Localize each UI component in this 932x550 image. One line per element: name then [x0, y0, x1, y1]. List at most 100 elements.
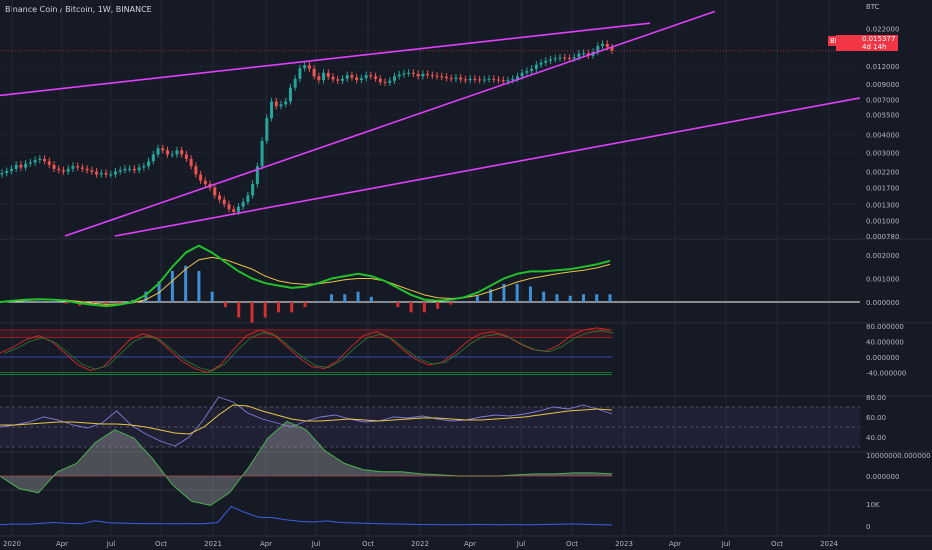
macd-histogram-bar [396, 302, 400, 308]
candle-body [52, 164, 56, 169]
candle-body [492, 78, 496, 80]
candle-body [33, 160, 37, 163]
macd-axis-label: 0.000000 [866, 299, 899, 307]
trendline [64, 10, 716, 237]
candle-body [76, 166, 80, 168]
time-axis-label: 2024 [820, 540, 838, 548]
candle-body [473, 78, 477, 80]
time-axis-label: 2020 [3, 540, 21, 548]
candle-body [71, 166, 75, 169]
candle-body [601, 43, 605, 47]
macd-histogram-bar [38, 300, 42, 302]
candle-body [567, 57, 571, 59]
momentum-axis-label: 10000000.000000 [866, 452, 931, 460]
candle-body [388, 80, 392, 83]
chart-title: Binance Coin / Bitcoin, 1W, BINANCE [5, 5, 152, 14]
macd-histogram-bar [170, 270, 174, 302]
candle-body [421, 73, 425, 77]
osc-axis-label: 40.000000 [866, 339, 904, 347]
osc-axis-label: 0.000000 [866, 354, 899, 362]
time-axis-label: Oct [155, 540, 167, 548]
macd-histogram-bar [197, 270, 201, 302]
macd-histogram-bar [608, 294, 612, 302]
candle-body [166, 150, 170, 155]
candle-body [530, 68, 534, 72]
time-axis-label: Apr [56, 540, 68, 548]
price-axis-label: 0.022000 [866, 26, 899, 34]
macd-histogram-bar [449, 302, 453, 305]
macd-histogram-bar [343, 294, 347, 302]
macd-line [0, 244, 611, 308]
candle-body [123, 168, 127, 171]
candle-body [47, 161, 51, 165]
bottom-indicator-line [0, 505, 613, 526]
candle-body [497, 79, 501, 81]
candle-body [0, 173, 4, 175]
candle-body [468, 78, 472, 81]
macd-histogram-bar [117, 302, 121, 305]
trendlines [0, 10, 861, 237]
macd-histogram-bar [409, 302, 413, 313]
candle-body [482, 79, 486, 81]
candle-body [9, 168, 13, 172]
candle-body [218, 195, 222, 200]
candle-body [232, 209, 236, 212]
candle-body [184, 154, 188, 159]
macd-histogram-bar [475, 295, 479, 302]
candle-body [265, 118, 269, 142]
candle-body [322, 72, 326, 81]
macd-histogram-bar [237, 302, 241, 318]
candle-body [260, 141, 264, 167]
grid [0, 0, 860, 535]
candle-body [251, 184, 255, 196]
rsi-ma-line [0, 404, 613, 435]
macd-axis-label: 0.001000 [866, 276, 899, 284]
candle-body [255, 166, 259, 185]
candle-body [90, 170, 94, 172]
candle-body [194, 166, 198, 175]
candle-body [222, 199, 226, 205]
candle-body [293, 78, 297, 88]
candle-body [563, 57, 567, 59]
time-axis-label: 2021 [204, 540, 222, 548]
candle-body [142, 166, 146, 168]
price-axis-label: 0.004000 [866, 131, 899, 139]
trendline [0, 22, 651, 97]
macd-histogram-bar [502, 283, 506, 302]
candle-body [270, 101, 274, 119]
macd-histogram-bar [210, 291, 214, 302]
macd-histogram-bar [489, 289, 493, 302]
candle-body [99, 173, 103, 175]
candle-body [175, 150, 179, 155]
candle-body [515, 76, 519, 79]
macd-histogram-bar [383, 302, 387, 303]
macd-histogram-bar [568, 295, 572, 302]
macd-histogram-bar [422, 302, 426, 313]
rsi-axis-label: 40.00 [866, 434, 886, 442]
candle-body [355, 77, 359, 81]
macd-histogram-bar [184, 265, 188, 302]
candle-body [463, 79, 467, 81]
macd-histogram-bar [144, 291, 148, 302]
macd-histogram-bar [303, 302, 307, 308]
candle-body [596, 46, 600, 52]
candle-body [113, 171, 117, 175]
candle-body [534, 64, 538, 69]
macd-histogram-bar [64, 302, 68, 304]
candle-body [525, 71, 529, 73]
rsi-axis-label: 80.00 [866, 394, 886, 402]
time-axis-label: Apr [260, 540, 272, 548]
candle-body [402, 73, 406, 75]
time-axis-label: Jul [516, 540, 526, 548]
candle-body [511, 78, 515, 81]
last-price-value: 0.015377 [862, 35, 896, 43]
macd-signal-line [0, 256, 611, 305]
macd-histogram-bar [436, 302, 440, 309]
candle-body [38, 158, 42, 161]
candle-body [180, 150, 184, 155]
bottom-axis-label: 0 [866, 523, 870, 531]
price-axis-label: 0.001000 [866, 218, 899, 226]
momentum-area [0, 421, 612, 506]
candle-body [435, 75, 439, 77]
